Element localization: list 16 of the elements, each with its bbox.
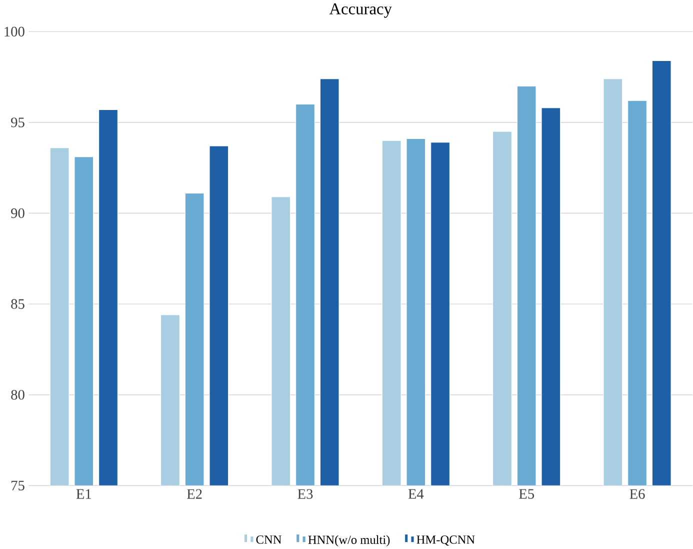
chart-title: Accuracy (329, 3, 392, 18)
y-tick-label: 90 (11, 208, 24, 218)
legend-label: HNN(w/o multi) (308, 535, 390, 546)
legend-label: HM-QCNN (416, 535, 475, 546)
x-tick-label: E2 (187, 488, 202, 498)
y-tick-label: 75 (12, 480, 24, 490)
x-tick-label: E4 (408, 488, 424, 498)
x-tick-label: E5 (519, 488, 534, 499)
y-tick-label: 80 (11, 390, 24, 400)
x-tick-label: E1 (76, 488, 92, 498)
x-tick-label: E3 (298, 488, 313, 499)
y-tick-label: 100 (4, 26, 24, 36)
x-tick-label: E6 (630, 488, 645, 499)
y-tick-label: 85 (11, 298, 24, 309)
legend-label: CNN (256, 535, 282, 544)
y-tick-label: 95 (11, 117, 24, 128)
